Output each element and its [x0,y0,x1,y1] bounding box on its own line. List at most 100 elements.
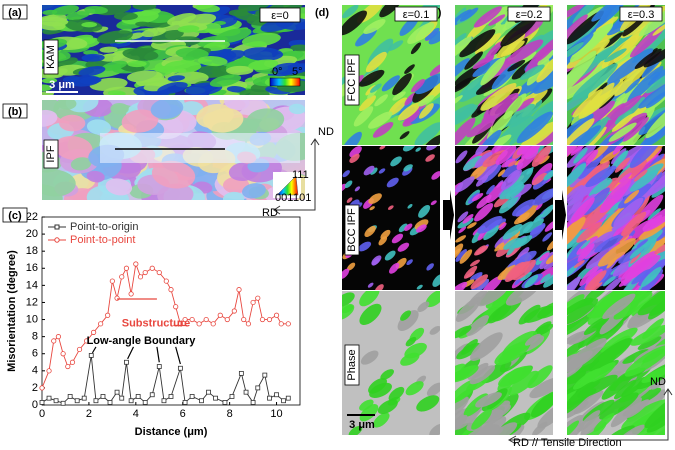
grain [516,147,539,170]
grain [384,250,396,261]
marker [168,287,174,293]
grain [379,146,386,150]
grain [426,382,440,397]
grain [197,56,228,67]
grain [467,362,489,380]
marker [46,368,52,374]
micrographs [42,5,665,435]
grain [646,71,665,94]
colorbar-max: 5° [292,66,303,78]
grain [647,66,665,86]
grain [474,245,486,256]
grain [246,108,285,133]
grain [506,245,516,256]
grain [543,261,553,270]
grain [591,5,624,22]
grain [415,73,440,95]
grain [42,169,76,197]
grain [288,103,305,115]
marker [281,398,286,404]
grain [502,224,523,240]
grain [388,97,408,116]
marker [133,261,139,267]
grain [516,146,533,156]
grain [636,239,649,248]
grain [407,22,435,44]
marker [177,365,183,371]
grain [386,177,399,188]
grain [370,167,378,175]
ipf-key-label: 001 [275,192,293,204]
grain [455,363,466,375]
grain [577,410,601,433]
grain [99,46,118,53]
grain [641,366,665,383]
grain [589,177,612,197]
grain [239,88,270,95]
marker [163,278,169,284]
marker [231,308,237,314]
grain [531,128,553,145]
grain [481,276,503,290]
grain [342,303,355,320]
grain [126,70,163,83]
grain [643,44,665,68]
grain [349,153,360,163]
grain [455,176,475,193]
grain [619,172,632,183]
grain [181,101,204,116]
row-label: Phase [346,349,358,380]
marker [173,304,179,310]
grain [527,365,553,389]
grain [398,223,408,233]
grain [342,170,350,178]
micrograph [455,291,553,435]
grain [645,102,665,139]
grain [86,119,112,135]
marker [128,398,134,404]
grain [464,51,484,70]
y-tick-label: 0 [32,399,38,411]
grain [470,274,489,290]
grain [157,81,188,95]
grain [530,390,553,418]
grain [476,194,492,209]
grain [429,423,440,435]
grain [471,409,492,430]
grain [391,233,404,244]
grain [494,242,505,252]
grain [459,7,479,22]
grain [365,51,387,73]
marker [224,316,230,323]
grain [455,325,472,339]
grain [481,92,519,125]
marker [67,394,73,399]
grain [532,188,553,206]
grain [469,272,483,281]
grain [567,195,584,222]
grain [567,370,586,398]
grain [410,42,422,55]
map-label-box [43,39,59,75]
grain [508,160,517,167]
grain [428,27,440,45]
grain [58,114,86,132]
grain [431,171,440,180]
y-tick-label: 6 [32,348,38,360]
grain [642,318,664,339]
grain [151,160,196,189]
grain [567,297,593,319]
grain [397,242,410,252]
grain [545,252,553,265]
grain [633,169,648,182]
marker [213,395,218,401]
grain [226,86,247,93]
grain [624,78,641,94]
grain [577,243,595,262]
grain [359,399,374,411]
marker [267,395,272,401]
grain [406,259,413,266]
grain [403,164,413,172]
grain [342,10,367,36]
